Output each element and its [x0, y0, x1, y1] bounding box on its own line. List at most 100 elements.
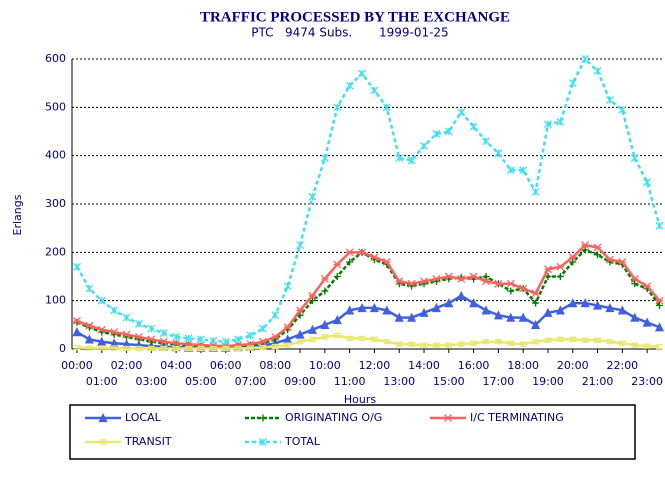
marker — [444, 414, 452, 422]
marker — [172, 339, 181, 348]
marker — [419, 307, 429, 317]
marker — [357, 302, 367, 313]
marker — [618, 105, 627, 114]
x-tick-label: 15:00 — [433, 375, 465, 388]
marker — [147, 345, 155, 352]
marker — [135, 345, 143, 352]
marker — [506, 312, 516, 322]
marker — [605, 96, 614, 105]
marker — [555, 305, 565, 315]
marker — [395, 154, 404, 163]
marker — [469, 122, 478, 131]
marker — [307, 324, 318, 334]
marker — [507, 340, 515, 346]
marker — [544, 120, 552, 129]
x-tick-label: 23:00 — [631, 375, 663, 388]
marker — [134, 332, 143, 341]
marker — [506, 279, 515, 288]
marker — [333, 273, 341, 280]
marker — [259, 414, 267, 422]
marker — [482, 273, 490, 280]
marker — [321, 334, 329, 340]
marker — [72, 317, 81, 325]
chart-title: TRAFFIC PROCESSED BY THE EXCHANGE — [200, 9, 510, 25]
marker — [469, 298, 479, 308]
x-tick-label: 17:00 — [483, 375, 515, 388]
marker — [494, 149, 503, 158]
marker — [320, 274, 329, 283]
marker — [98, 345, 106, 351]
marker — [196, 335, 205, 344]
marker — [234, 345, 242, 352]
marker — [185, 345, 193, 352]
x-tick-label: 04:00 — [160, 359, 192, 372]
marker — [568, 253, 577, 262]
y-tick-label: 0 — [59, 342, 66, 355]
marker — [531, 319, 541, 329]
marker — [642, 317, 652, 327]
marker — [259, 344, 267, 351]
marker — [395, 277, 404, 286]
marker — [97, 336, 107, 346]
marker — [345, 81, 354, 90]
marker — [72, 262, 81, 271]
marker — [469, 272, 478, 281]
x-tick-label: 00:00 — [61, 359, 93, 372]
marker — [333, 260, 342, 269]
marker — [606, 339, 614, 345]
marker — [84, 334, 94, 344]
x-tick-label: 05:00 — [185, 375, 217, 388]
marker — [160, 345, 168, 352]
marker — [184, 334, 193, 343]
marker — [569, 336, 577, 342]
marker — [284, 342, 292, 348]
marker — [332, 315, 342, 325]
marker — [532, 299, 540, 307]
x-axis-label: Hours — [344, 393, 376, 406]
marker — [308, 297, 316, 305]
marker — [382, 258, 391, 266]
marker — [605, 302, 615, 313]
marker — [159, 337, 168, 346]
marker — [581, 246, 589, 254]
marker — [99, 439, 107, 445]
marker — [432, 274, 441, 283]
marker — [358, 335, 366, 342]
marker — [159, 329, 168, 338]
marker — [470, 340, 478, 346]
marker — [444, 298, 454, 308]
marker — [246, 331, 255, 340]
series-line — [75, 56, 661, 344]
marker — [556, 262, 565, 271]
marker — [110, 306, 119, 315]
marker — [85, 345, 93, 351]
marker — [370, 86, 379, 95]
marker — [506, 166, 515, 175]
legend-box — [69, 404, 636, 460]
marker — [531, 187, 540, 196]
marker — [346, 258, 354, 266]
marker — [457, 274, 466, 283]
marker — [109, 338, 119, 348]
x-tick-label: 14:00 — [408, 359, 440, 372]
y-tick-label: 200 — [45, 245, 66, 258]
marker — [655, 221, 664, 230]
marker — [308, 336, 316, 342]
marker — [98, 413, 108, 423]
marker — [234, 335, 243, 344]
marker — [457, 341, 465, 347]
marker — [382, 103, 391, 112]
marker — [482, 137, 490, 146]
series-line — [76, 334, 660, 350]
marker — [395, 341, 403, 347]
marker — [493, 310, 503, 320]
marker — [457, 108, 466, 117]
marker — [407, 156, 416, 165]
x-tick-label: 07:00 — [235, 375, 267, 388]
marker — [631, 280, 639, 288]
marker — [580, 298, 590, 308]
marker — [420, 277, 428, 286]
marker — [320, 319, 330, 329]
marker — [407, 279, 416, 288]
marker — [246, 345, 254, 351]
